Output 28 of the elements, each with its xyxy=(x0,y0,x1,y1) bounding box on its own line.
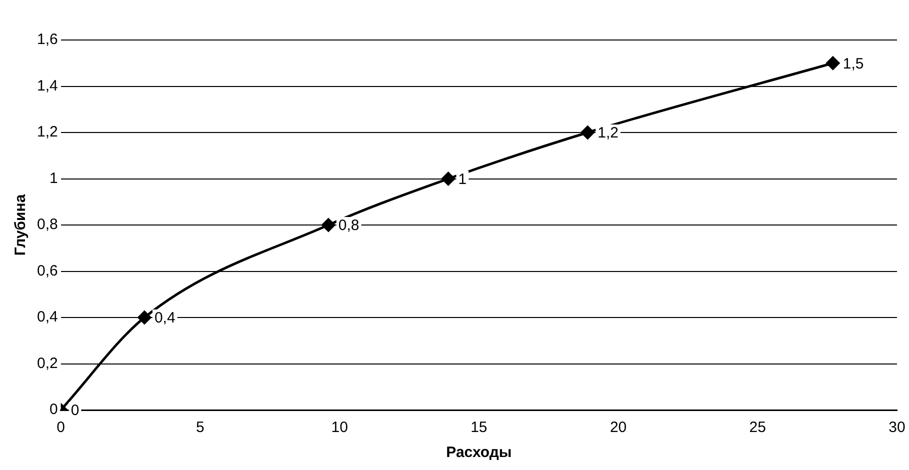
x-tick-label: 20 xyxy=(610,419,627,436)
point xyxy=(322,218,336,232)
x-tick-label: 5 xyxy=(196,419,204,436)
x-tick-label: 15 xyxy=(470,419,488,436)
data-label: 0,4 xyxy=(154,310,176,327)
data-label: 0 xyxy=(70,402,80,420)
point xyxy=(826,56,840,70)
point xyxy=(580,126,594,140)
y-tick-label: 0,2 xyxy=(36,354,58,372)
y-tick-label: 1 xyxy=(50,170,58,187)
data-label: 1,5 xyxy=(842,55,864,72)
y-tick-label: 0 xyxy=(50,401,58,418)
y-axis-title: Глубина xyxy=(12,194,30,256)
x-tick-label: 30 xyxy=(888,419,906,436)
y-tick-label: 0,4 xyxy=(36,308,58,326)
y-tick-label: 0,8 xyxy=(36,216,58,234)
x-axis-title: Расходы xyxy=(446,444,512,462)
point xyxy=(138,310,152,324)
point xyxy=(442,172,456,186)
y-tick-label: 1,2 xyxy=(36,124,58,141)
y-tick-label: 1,4 xyxy=(36,77,58,94)
x-tick-label: 10 xyxy=(331,419,348,436)
x-tick-label: 25 xyxy=(749,419,766,436)
data-label: 1,2 xyxy=(598,124,618,142)
y-tick-label: 0,6 xyxy=(36,262,58,280)
data-label: 1 xyxy=(458,170,467,188)
data-label: 0,8 xyxy=(338,217,360,234)
y-tick-label: 1,6 xyxy=(36,31,58,48)
